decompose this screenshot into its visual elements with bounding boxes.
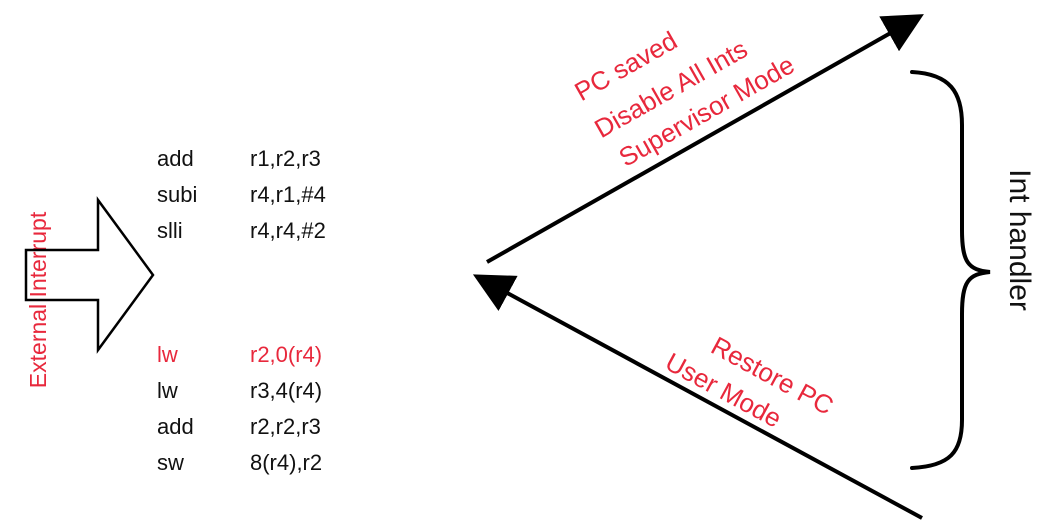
instr-args: r2,r2,r3 — [250, 414, 321, 439]
instr-op: slli — [157, 218, 183, 243]
instr-op-highlighted: lw — [157, 342, 178, 367]
instruction-list: add r1,r2,r3 subi r4,r1,#4 slli r4,r4,#2… — [157, 146, 326, 475]
interrupt-arrow-icon — [24, 196, 155, 354]
instr-op: add — [157, 414, 194, 439]
instr-op: sw — [157, 450, 184, 475]
instr-args: r4,r4,#2 — [250, 218, 326, 243]
lower-arrow-labels: Restore PC User Mode — [661, 330, 839, 433]
instr-op: add — [157, 146, 194, 171]
instr-args: r3,4(r4) — [250, 378, 322, 403]
instr-args: r1,r2,r3 — [250, 146, 321, 171]
int-handler-label: Int handler — [1003, 169, 1036, 311]
handler-brace-icon — [910, 70, 991, 470]
instr-args: r4,r1,#4 — [250, 182, 326, 207]
to-handler-arrow — [486, 14, 924, 264]
instr-args: 8(r4),r2 — [250, 450, 322, 475]
instr-op: subi — [157, 182, 197, 207]
instr-args-highlighted: r2,0(r4) — [250, 342, 322, 367]
instr-op: lw — [157, 378, 178, 403]
return-arrow — [472, 274, 923, 520]
